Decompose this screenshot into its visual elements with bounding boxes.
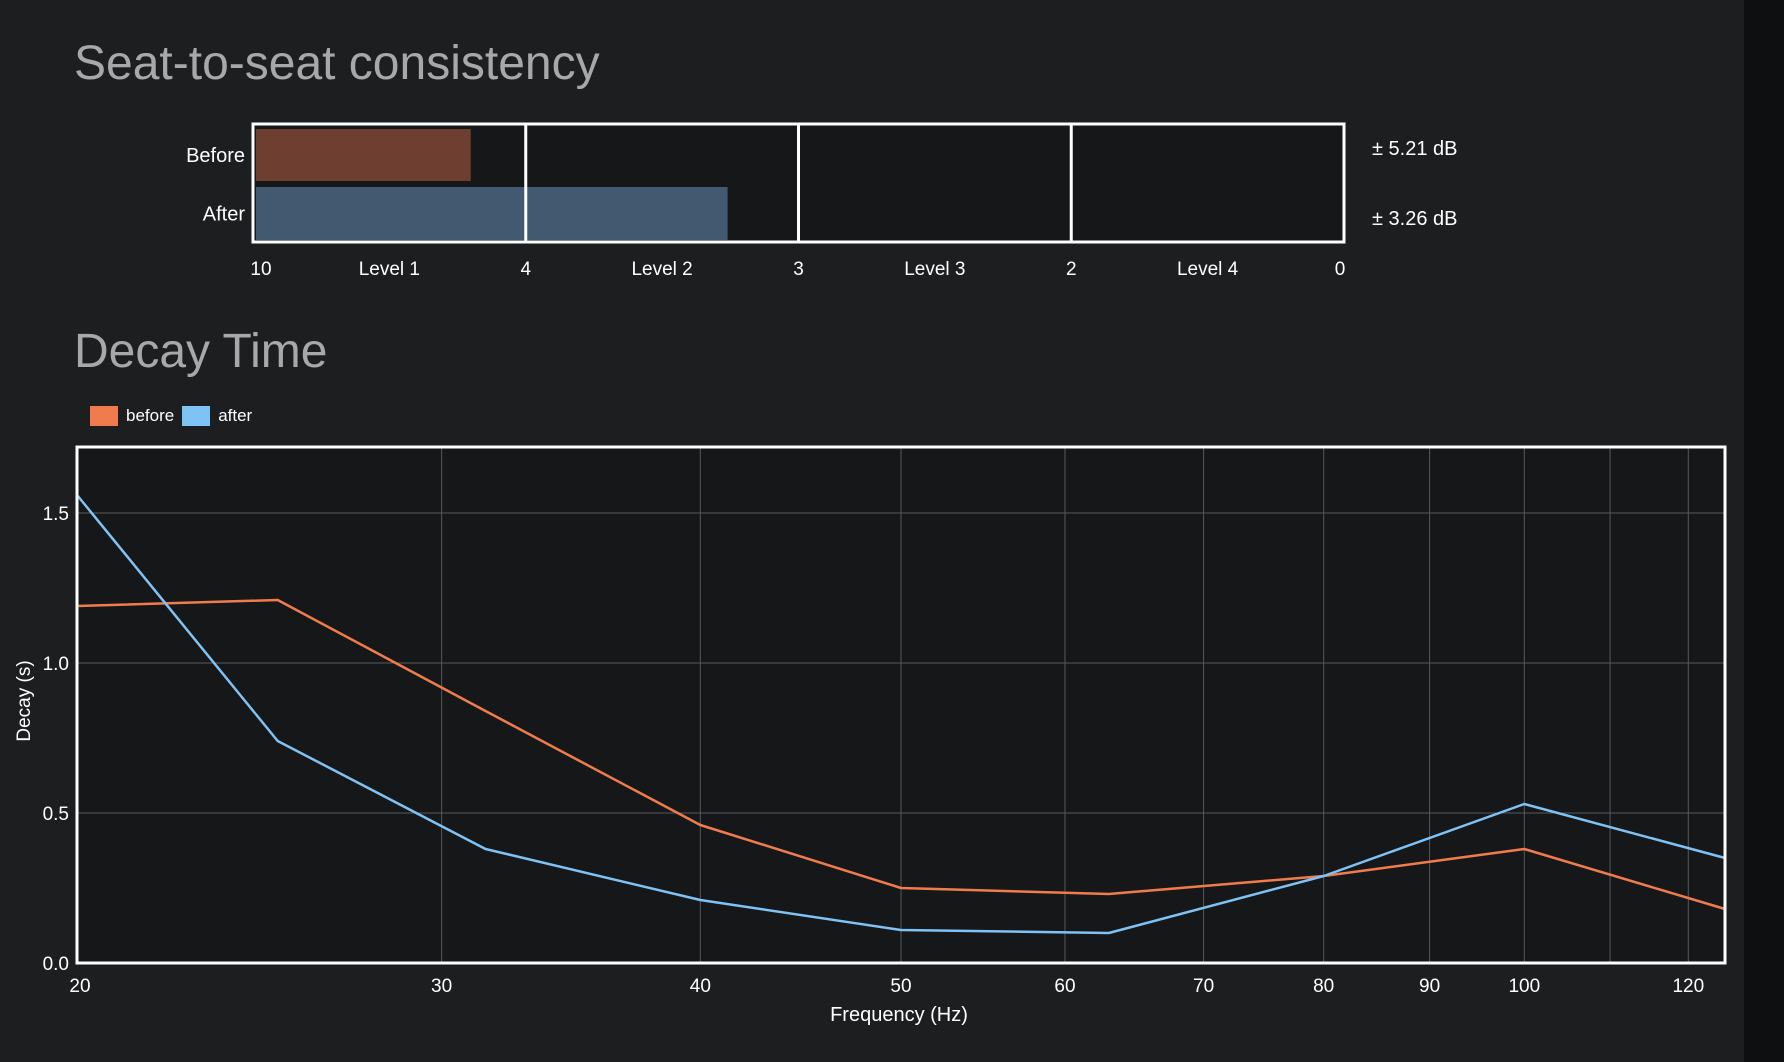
legend-item-after: after [182,406,252,426]
y-tick-label: 1.0 [43,654,69,675]
x-tick-label: 40 [690,976,711,997]
seat-bar-before [256,129,471,181]
seat-consistency-title: Seat-to-seat consistency [74,37,600,90]
x-tick-label: 100 [1508,976,1540,997]
legend-item-before: before [90,406,174,426]
seat-level-label: Level 4 [1177,259,1239,280]
y-tick-label: 0.0 [43,954,69,975]
seat-value-after: ± 3.26 dB [1372,208,1457,230]
y-tick-label: 1.5 [43,504,69,525]
seat-plot-border [251,122,1346,244]
x-tick-label: 80 [1313,976,1334,997]
seat-level-label: Level 3 [904,259,965,280]
seat-bar-after [256,187,728,240]
seat-row-label-after: After [203,204,246,226]
x-tick-label: 50 [890,976,911,997]
x-tick-label: 60 [1054,976,1075,997]
legend-swatch-before [90,406,118,426]
decay-plot-border [75,445,1727,965]
decay-time-title: Decay Time [74,325,328,378]
x-tick-label: 120 [1672,976,1704,997]
x-tick-label: 90 [1419,976,1440,997]
y-axis-label: Decay (s) [14,660,35,741]
seat-row-label-before: Before [186,145,245,167]
seat-boundary-tick: 2 [1066,259,1077,280]
x-tick-label: 20 [69,976,90,997]
seat-boundary-tick: 0 [1335,259,1346,280]
seat-boundary-tick: 10 [250,259,271,280]
seat-consistency-chart: Before ± 5.21 dB After ± 3.26 dB 10 4 3 2 0 Level… [186,122,1457,280]
window-edge [1744,0,1784,1062]
seat-value-before: ± 5.21 dB [1372,138,1457,160]
legend-label-before: before [126,406,175,425]
decay-time-chart: 0.0 0.5 1.0 1.5 20 30 40 50 60 70 80 90 100 120 Freque… [14,445,1727,1026]
y-tick-label: 0.5 [43,804,69,825]
x-tick-label: 30 [431,976,452,997]
seat-boundary-tick: 3 [793,259,804,280]
x-axis-label: Frequency (Hz) [830,1004,968,1026]
legend-swatch-after [182,406,211,426]
seat-level-label: Level 1 [359,259,420,280]
x-tick-label: 70 [1193,976,1214,997]
decay-legend: before after [90,405,260,427]
legend-label-after: after [218,406,253,425]
seat-level-label: Level 2 [631,259,692,280]
seat-boundary-tick: 4 [520,259,531,280]
